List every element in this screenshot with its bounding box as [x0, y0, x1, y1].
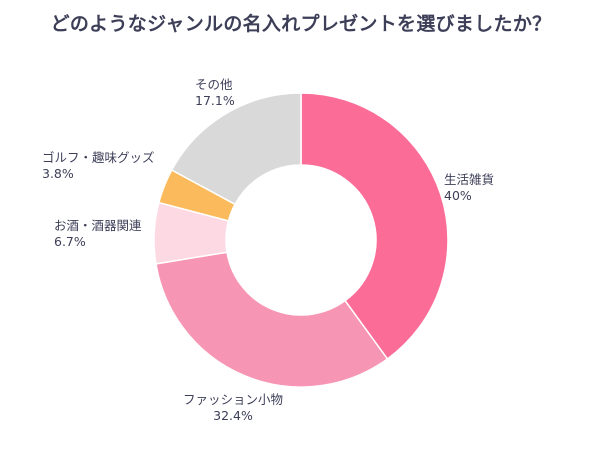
slice-other — [170, 92, 302, 206]
slice-label-other: その他 17.1% — [195, 77, 235, 109]
slice-label-sake: お酒・酒器関連 6.7% — [54, 218, 142, 250]
slice-label-zakka: 生活雑貨 40% — [444, 172, 494, 204]
slice-zakka — [300, 92, 449, 360]
category-label: お酒・酒器関連 — [54, 218, 142, 233]
chart-title: どのようなジャンルの名入れプレゼントを選びましたか？ — [50, 13, 552, 35]
category-label: 生活雑貨 — [444, 172, 495, 187]
category-label: ゴルフ・趣味グッズ — [42, 150, 155, 165]
percent-label: 6.7% — [54, 234, 86, 249]
slice-label-fashion: ファッション小物 32.4% — [183, 392, 283, 424]
percent-label: 32.4% — [213, 408, 253, 423]
percent-label: 17.1% — [195, 93, 235, 108]
category-label: ファッション小物 — [183, 392, 284, 407]
slice-label-golf: ゴルフ・趣味グッズ 3.8% — [42, 150, 155, 182]
percent-label: 40% — [444, 188, 472, 203]
percent-label: 3.8% — [42, 166, 74, 181]
slice-fashion — [155, 251, 389, 388]
category-label: その他 — [195, 77, 233, 92]
